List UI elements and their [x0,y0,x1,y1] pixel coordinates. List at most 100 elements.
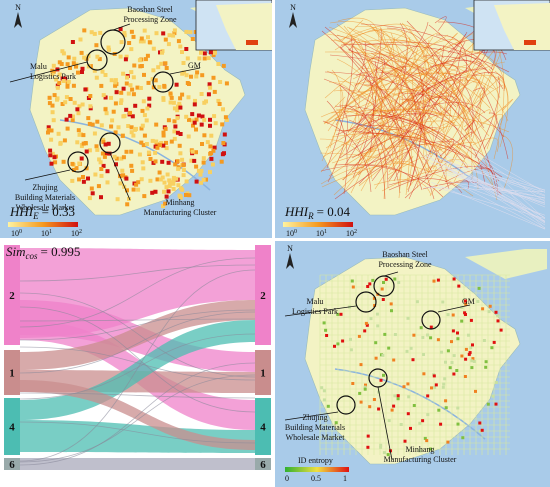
cell [55,85,60,90]
flow-line [479,163,546,191]
cell [46,125,51,130]
cell [322,321,326,325]
flow-line [441,63,461,98]
flow-line [339,84,386,200]
flow-line [334,146,420,200]
cell [89,186,94,191]
cell [151,85,156,90]
sankey-flow [19,309,256,341]
cell [364,383,367,387]
annotation-circle [86,49,108,71]
cell [381,353,385,357]
flow-line [352,67,399,80]
cell [155,145,160,150]
flow-line [348,119,401,194]
annotation-leader [109,152,131,201]
cell [379,445,383,449]
cell [456,406,460,410]
cell [103,107,108,112]
cell [204,177,208,182]
cell [55,83,60,88]
cell [113,130,118,135]
cell [77,177,82,182]
cell [142,133,147,138]
cell [455,369,459,372]
flow-line [426,153,546,197]
cell [444,406,448,410]
flow-line [451,46,498,166]
cell [104,111,109,116]
index-sub: R [307,211,314,221]
cell [322,389,326,393]
flow-line [387,156,414,180]
cell [153,159,158,164]
cell [151,68,156,73]
sankey-flow [20,300,255,370]
flow-line [322,120,372,193]
cell [464,347,468,351]
cell [496,319,500,323]
cell [100,69,105,74]
cell [368,405,372,409]
cell [190,118,195,123]
cell [349,348,353,352]
cell [184,114,189,119]
cell [201,156,206,161]
cell [95,54,100,59]
flow-line [407,101,486,114]
cell [403,439,407,443]
cell [124,149,129,154]
flow-line [323,34,449,124]
cell [87,148,92,153]
cell [92,68,97,73]
cell [70,178,75,183]
cell [220,152,225,157]
legend-label: 101 [316,229,327,238]
cell [326,404,330,408]
cell [153,78,158,83]
flow-line [336,58,392,142]
cell [220,122,225,127]
cell [173,162,178,167]
cell [80,70,84,74]
cell [324,328,328,332]
cell [79,156,84,161]
cell [194,127,198,132]
cell [99,173,104,178]
flow-line [324,51,495,90]
cell [53,160,58,165]
cell [451,313,455,317]
cell [71,61,76,66]
cell [440,350,443,354]
cell [336,312,340,316]
cell [196,113,201,118]
cell [88,104,93,109]
cell [472,360,476,363]
cell [46,130,50,135]
flow-line [335,108,429,173]
cell [57,72,62,77]
cell [132,127,137,132]
flow-line [357,124,463,166]
flow-line [434,16,447,32]
cell [222,132,227,137]
cell [161,97,166,102]
cell [131,187,136,192]
cell [209,156,214,161]
cell [125,75,129,80]
cell [118,101,123,105]
cell [142,113,147,118]
legend-exp: 2 [354,229,357,235]
cell [120,168,125,173]
legend-label: 102 [71,229,82,238]
cell [103,73,108,77]
cell [63,100,68,105]
cell [105,169,110,174]
flow-line [332,36,396,170]
cell [365,323,369,327]
cell [96,184,101,189]
cell [175,116,180,121]
sankey-flow [20,458,255,470]
cell [163,201,168,206]
annotation-label: Malu [30,62,47,71]
